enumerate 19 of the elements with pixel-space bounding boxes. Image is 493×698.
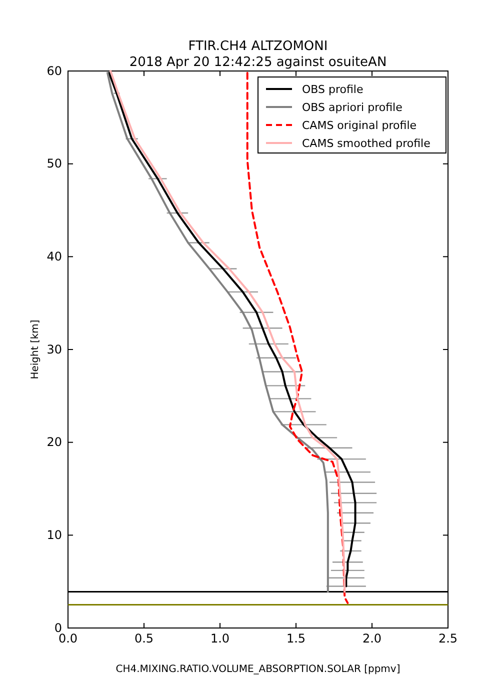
legend-label: CAMS smoothed profile <box>302 137 431 150</box>
chart-title: FTIR.CH4 ALTZOMONI <box>188 39 328 54</box>
y-tick-label: 20 <box>46 435 62 450</box>
y-tick-label: 30 <box>46 342 62 356</box>
legend-label: CAMS original profile <box>302 119 417 132</box>
y-tick-label: 40 <box>46 250 62 264</box>
y-tick-label: 10 <box>46 528 62 542</box>
x-tick-label: 1.5 <box>286 632 306 646</box>
y-tick-label: 60 <box>46 64 62 78</box>
y-axis-title: Height [km] <box>30 320 41 380</box>
chart-subtitle: 2018 Apr 20 12:42:25 against osuiteAN <box>129 55 387 70</box>
x-tick-label: 0.5 <box>134 632 154 646</box>
legend-label: OBS apriori profile <box>302 101 403 114</box>
x-axis-title: CH4.MIXING.RATIO.VOLUME_ABSORPTION.SOLAR [ppmv] <box>116 664 400 675</box>
legend-label: OBS profile <box>302 83 364 96</box>
x-tick-label: 2.0 <box>362 632 382 646</box>
y-tick-label: 50 <box>46 156 62 171</box>
x-tick-label: 2.5 <box>438 632 458 646</box>
x-tick-label: 1.0 <box>210 632 230 646</box>
